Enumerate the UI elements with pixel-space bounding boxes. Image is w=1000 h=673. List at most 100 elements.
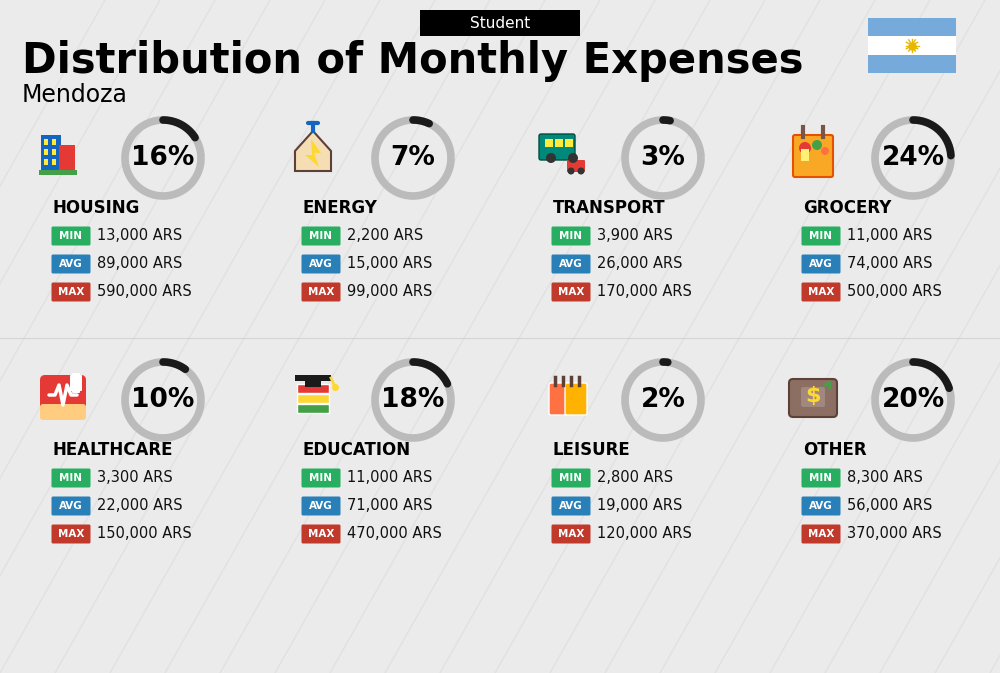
- Text: 89,000 ARS: 89,000 ARS: [97, 256, 182, 271]
- FancyBboxPatch shape: [555, 139, 563, 147]
- Text: MIN: MIN: [60, 231, 82, 241]
- Text: ENERGY: ENERGY: [303, 199, 378, 217]
- Text: 2,800 ARS: 2,800 ARS: [597, 470, 673, 485]
- Text: 15,000 ARS: 15,000 ARS: [347, 256, 432, 271]
- Text: Distribution of Monthly Expenses: Distribution of Monthly Expenses: [22, 40, 804, 82]
- Text: HOUSING: HOUSING: [53, 199, 140, 217]
- FancyBboxPatch shape: [52, 524, 90, 544]
- FancyBboxPatch shape: [545, 139, 553, 147]
- Text: 19,000 ARS: 19,000 ARS: [597, 499, 682, 513]
- Text: 11,000 ARS: 11,000 ARS: [347, 470, 432, 485]
- Text: MIN: MIN: [560, 473, 582, 483]
- FancyBboxPatch shape: [539, 134, 575, 160]
- Text: 3,900 ARS: 3,900 ARS: [597, 229, 673, 244]
- Circle shape: [812, 140, 822, 150]
- Text: 22,000 ARS: 22,000 ARS: [97, 499, 183, 513]
- Text: MAX: MAX: [808, 287, 834, 297]
- Text: HEALTHCARE: HEALTHCARE: [53, 441, 174, 459]
- Text: AVG: AVG: [559, 259, 583, 269]
- Text: 74,000 ARS: 74,000 ARS: [847, 256, 932, 271]
- Text: $: $: [805, 386, 821, 406]
- Text: AVG: AVG: [309, 259, 333, 269]
- Text: Mendoza: Mendoza: [22, 83, 128, 107]
- FancyBboxPatch shape: [44, 159, 48, 165]
- FancyBboxPatch shape: [793, 135, 833, 177]
- FancyBboxPatch shape: [40, 404, 86, 420]
- Text: MAX: MAX: [308, 287, 334, 297]
- FancyBboxPatch shape: [52, 283, 90, 302]
- Text: MIN: MIN: [810, 231, 832, 241]
- Text: 2%: 2%: [641, 387, 685, 413]
- Text: 7%: 7%: [391, 145, 435, 171]
- FancyBboxPatch shape: [552, 254, 590, 273]
- Text: 71,000 ARS: 71,000 ARS: [347, 499, 432, 513]
- FancyBboxPatch shape: [868, 55, 956, 73]
- FancyBboxPatch shape: [52, 139, 56, 145]
- Text: AVG: AVG: [559, 501, 583, 511]
- Text: 11,000 ARS: 11,000 ARS: [847, 229, 932, 244]
- Text: 470,000 ARS: 470,000 ARS: [347, 526, 442, 542]
- Text: 18%: 18%: [381, 387, 445, 413]
- FancyBboxPatch shape: [44, 139, 48, 145]
- FancyBboxPatch shape: [801, 387, 825, 407]
- Text: MAX: MAX: [558, 529, 584, 539]
- Text: MAX: MAX: [808, 529, 834, 539]
- FancyBboxPatch shape: [802, 497, 840, 516]
- Text: AVG: AVG: [59, 501, 83, 511]
- Text: MIN: MIN: [60, 473, 82, 483]
- FancyBboxPatch shape: [789, 379, 837, 417]
- Text: 500,000 ARS: 500,000 ARS: [847, 285, 942, 299]
- FancyBboxPatch shape: [41, 135, 61, 173]
- Text: 24%: 24%: [881, 145, 945, 171]
- Text: GROCERY: GROCERY: [803, 199, 891, 217]
- Circle shape: [568, 153, 578, 163]
- Text: MIN: MIN: [810, 473, 832, 483]
- Polygon shape: [305, 139, 321, 167]
- FancyBboxPatch shape: [302, 254, 340, 273]
- Text: 99,000 ARS: 99,000 ARS: [347, 285, 432, 299]
- FancyBboxPatch shape: [868, 18, 956, 36]
- Text: OTHER: OTHER: [803, 441, 867, 459]
- FancyBboxPatch shape: [39, 170, 77, 175]
- FancyBboxPatch shape: [297, 384, 329, 393]
- FancyBboxPatch shape: [552, 524, 590, 544]
- FancyBboxPatch shape: [59, 145, 75, 173]
- Text: 150,000 ARS: 150,000 ARS: [97, 526, 192, 542]
- Text: 3%: 3%: [641, 145, 685, 171]
- FancyBboxPatch shape: [295, 375, 331, 381]
- Text: MAX: MAX: [58, 529, 84, 539]
- Text: 120,000 ARS: 120,000 ARS: [597, 526, 692, 542]
- FancyBboxPatch shape: [802, 227, 840, 246]
- FancyBboxPatch shape: [302, 497, 340, 516]
- FancyBboxPatch shape: [305, 379, 321, 387]
- FancyBboxPatch shape: [302, 524, 340, 544]
- FancyBboxPatch shape: [802, 524, 840, 544]
- FancyBboxPatch shape: [302, 283, 340, 302]
- FancyBboxPatch shape: [40, 375, 86, 415]
- Circle shape: [578, 168, 584, 174]
- Text: 26,000 ARS: 26,000 ARS: [597, 256, 682, 271]
- FancyBboxPatch shape: [567, 160, 585, 172]
- FancyBboxPatch shape: [420, 10, 580, 36]
- Circle shape: [821, 147, 829, 155]
- Circle shape: [799, 142, 811, 154]
- Text: 590,000 ARS: 590,000 ARS: [97, 285, 192, 299]
- Text: 56,000 ARS: 56,000 ARS: [847, 499, 932, 513]
- FancyBboxPatch shape: [552, 497, 590, 516]
- Text: LEISURE: LEISURE: [553, 441, 631, 459]
- Text: 3,300 ARS: 3,300 ARS: [97, 470, 173, 485]
- FancyBboxPatch shape: [52, 497, 90, 516]
- Text: MIN: MIN: [310, 473, 332, 483]
- Text: 13,000 ARS: 13,000 ARS: [97, 229, 182, 244]
- FancyBboxPatch shape: [297, 404, 329, 413]
- FancyBboxPatch shape: [52, 227, 90, 246]
- FancyBboxPatch shape: [565, 139, 573, 147]
- Polygon shape: [295, 131, 331, 171]
- Text: MAX: MAX: [558, 287, 584, 297]
- Text: 8,300 ARS: 8,300 ARS: [847, 470, 923, 485]
- FancyBboxPatch shape: [801, 149, 809, 161]
- Text: AVG: AVG: [59, 259, 83, 269]
- FancyBboxPatch shape: [552, 227, 590, 246]
- Text: EDUCATION: EDUCATION: [303, 441, 411, 459]
- Text: Student: Student: [470, 15, 530, 30]
